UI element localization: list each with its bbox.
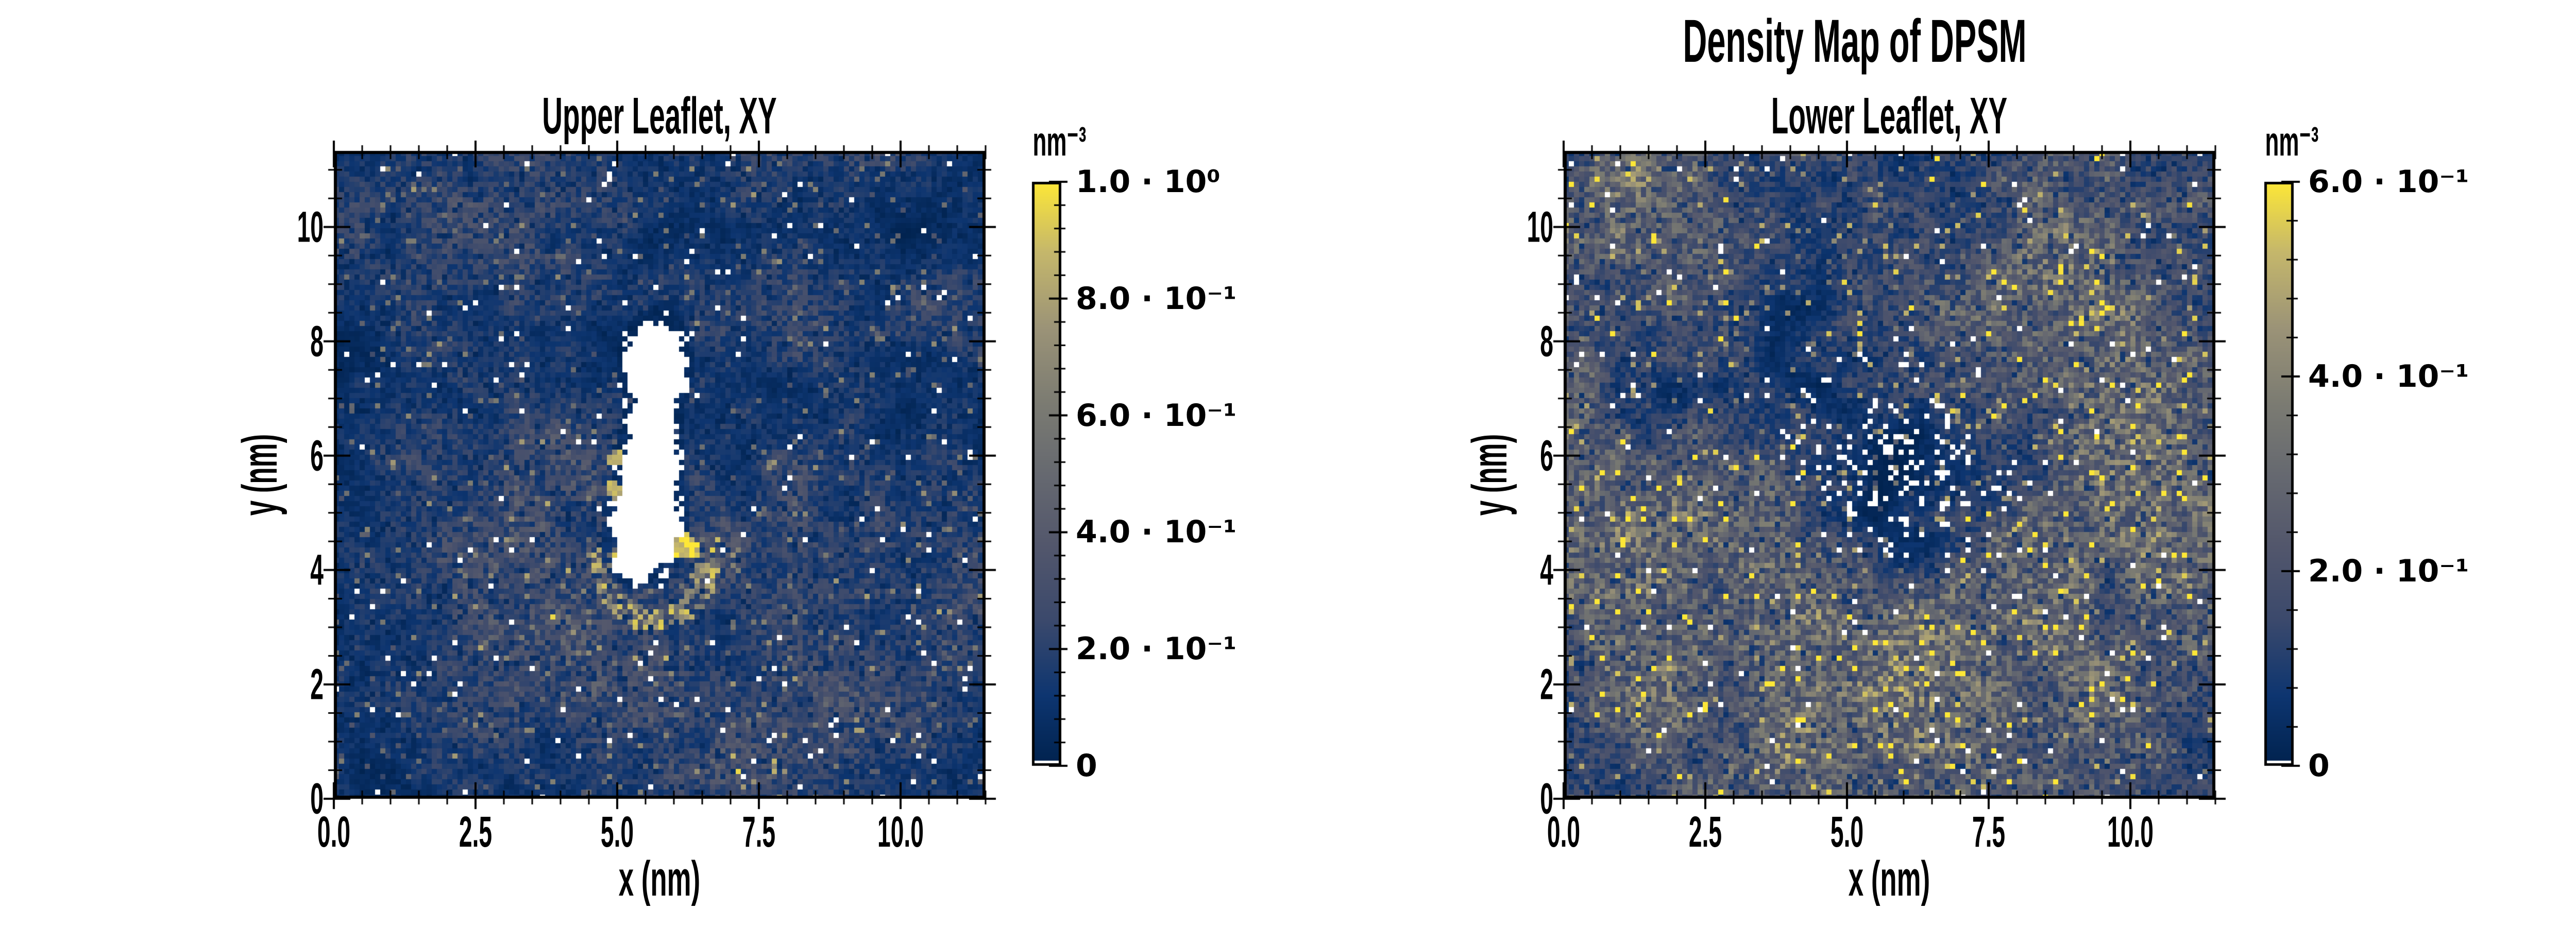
- y-tick-label-upper-leaflet-xy-10: 10: [297, 202, 324, 251]
- figure-title-text: Density Map of DPSM: [1683, 7, 2027, 75]
- figure-title: Density Map of DPSM: [1543, 6, 2167, 76]
- heatmap-upper-leaflet: [319, 136, 1000, 813]
- colorbar-unit-lower-leaflet: nm⁻³: [2265, 118, 2319, 164]
- y-tick-label-upper-leaflet-xy-0: 0: [310, 774, 324, 823]
- colorbar-tick-label-lower-leaflet-xy-3: 0: [2308, 748, 2330, 784]
- y-tick-label-lower-leaflet-xy-0: 0: [1540, 774, 1553, 823]
- y-tick-label-upper-leaflet-xy-4: 4: [310, 545, 324, 594]
- y-tick-label-lower-leaflet-xy-10: 10: [1527, 202, 1553, 251]
- y-tick-label-upper-leaflet-xy-6: 6: [310, 431, 324, 480]
- colorbar-unit-upper-leaflet: nm⁻³: [1032, 118, 1087, 164]
- colorbar-upper-leaflet: [1029, 179, 1077, 769]
- panel-lower-leaflet-title: Lower Leaflet, XY: [1771, 87, 2008, 145]
- y-tick-label-lower-leaflet-xy-2: 2: [1540, 660, 1553, 709]
- x-tick-label-lower-leaflet-xy-0.0: 0.0: [1547, 808, 1581, 856]
- y-axis-label-upper-leaflet: y (nm): [232, 434, 287, 516]
- x-tick-label-upper-leaflet-xy-7.5: 7.5: [742, 808, 776, 856]
- y-tick-label-lower-leaflet-xy-8: 8: [1540, 317, 1553, 366]
- x-tick-label-upper-leaflet-xy-5.0: 5.0: [600, 808, 634, 856]
- x-tick-label-upper-leaflet-xy-10.0: 10.0: [877, 808, 924, 856]
- colorbar-tick-label-upper-leaflet-xy-0: 1.0 · 10⁰: [1076, 164, 1221, 200]
- y-tick-label-upper-leaflet-xy-8: 8: [310, 317, 324, 366]
- colorbar-lower-leaflet: [2261, 179, 2309, 769]
- colorbar-tick-label-upper-leaflet-xy-5: 0: [1076, 748, 1097, 784]
- x-axis-label-upper-leaflet: x (nm): [618, 851, 701, 906]
- x-tick-label-lower-leaflet-xy-7.5: 7.5: [1972, 808, 2006, 856]
- colorbar-tick-label-upper-leaflet-xy-4: 2.0 · 10⁻¹: [1076, 631, 1237, 667]
- panel-upper-leaflet-title: Upper Leaflet, XY: [542, 87, 777, 145]
- colorbar-tick-label-upper-leaflet-xy-2: 6.0 · 10⁻¹: [1076, 397, 1237, 434]
- colorbar-tick-label-upper-leaflet-xy-3: 4.0 · 10⁻¹: [1076, 514, 1237, 551]
- x-tick-label-lower-leaflet-xy-10.0: 10.0: [2107, 808, 2154, 856]
- x-tick-label-lower-leaflet-xy-2.5: 2.5: [1688, 808, 1722, 856]
- y-axis-label-lower-leaflet: y (nm): [1462, 434, 1517, 516]
- x-tick-label-lower-leaflet-xy-5.0: 5.0: [1830, 808, 1864, 856]
- y-tick-label-lower-leaflet-xy-6: 6: [1540, 431, 1553, 480]
- colorbar-tick-label-upper-leaflet-xy-1: 8.0 · 10⁻¹: [1076, 280, 1237, 317]
- x-tick-label-upper-leaflet-xy-0.0: 0.0: [317, 808, 351, 856]
- y-tick-label-upper-leaflet-xy-2: 2: [310, 660, 324, 709]
- y-tick-label-lower-leaflet-xy-4: 4: [1540, 545, 1553, 594]
- colorbar-tick-label-lower-leaflet-xy-1: 4.0 · 10⁻¹: [2308, 358, 2469, 394]
- colorbar-tick-label-lower-leaflet-xy-2: 2.0 · 10⁻¹: [2308, 553, 2469, 589]
- heatmap-lower-leaflet: [1549, 136, 2230, 813]
- colorbar-tick-label-lower-leaflet-xy-0: 6.0 · 10⁻¹: [2308, 164, 2469, 200]
- x-axis-label-lower-leaflet: x (nm): [1848, 851, 1930, 906]
- x-tick-label-upper-leaflet-xy-2.5: 2.5: [459, 808, 493, 856]
